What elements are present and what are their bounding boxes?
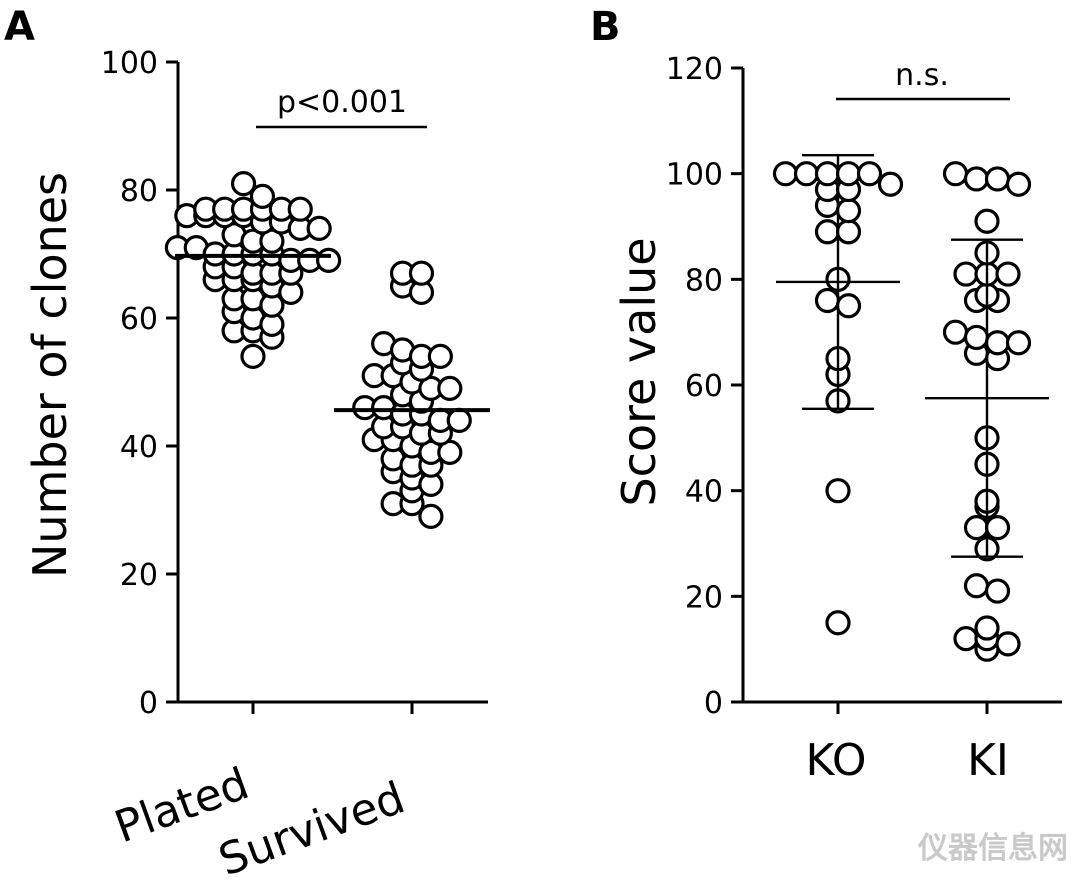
panel-b-point-ko (877, 171, 904, 197)
panel-b: B Score value 0 20 40 60 80 100 120 n.s. KO KI (590, 4, 1062, 786)
panel-b-point-ki (963, 324, 990, 351)
panel-b-point-ki (984, 330, 1011, 356)
panel-a-point-plated (287, 196, 313, 222)
panel-b-point-ki (953, 261, 979, 287)
panel-b-point-ko (856, 161, 883, 187)
panel-b-point-ko (814, 287, 841, 314)
panel-b-point-ko (793, 161, 820, 187)
panel-a-y-axis-title: Number of clones (23, 172, 77, 578)
panel-a-axes (176, 62, 488, 714)
panel-a-y-tick-label: 80 (120, 174, 158, 209)
panel-b-point-ki (963, 573, 990, 599)
panel-a-point-survived (446, 407, 472, 433)
panel-a-y-tick-label: 0 (139, 686, 158, 721)
panel-a-y-ticks: 0 20 40 60 80 100 (101, 46, 178, 721)
panel-b-point-ki (995, 631, 1021, 657)
panel-b-point-ki (984, 578, 1011, 604)
panel-a-points (164, 171, 472, 530)
panel-a-point-survived (427, 343, 453, 369)
panel-b-point-ko (814, 161, 841, 187)
panel-b-point-ko (772, 161, 799, 187)
panel-b-point-ko (825, 610, 851, 636)
panel-b-point-ki (942, 161, 969, 187)
panel-b-y-ticks: 0 20 40 60 80 100 120 (666, 52, 743, 721)
panel-a-point-plated (240, 343, 266, 369)
panel-b-category-ki: KI (967, 735, 1009, 786)
panel-b-point-ko (814, 219, 841, 245)
panel-b-point-ki (1005, 330, 1032, 356)
panel-a-label: A (4, 4, 35, 50)
panel-a-y-tick-label: 40 (120, 430, 158, 465)
panel-a-y-tick-label: 20 (120, 558, 158, 593)
panel-b-y-tick-label: 20 (685, 580, 723, 615)
panel-b-y-tick-label: 100 (666, 158, 723, 193)
panel-b-point-ki (984, 166, 1011, 192)
panel-b-y-tick-label: 60 (685, 369, 723, 404)
panel-b-point-ki (974, 615, 1000, 641)
panel-b-point-ki (953, 625, 979, 652)
panel-b-point-ki (1005, 171, 1032, 197)
panel-a-point-plated (316, 247, 342, 273)
panel-a-point-plated (249, 183, 276, 209)
panel-a-point-survived (437, 375, 463, 401)
panel-b-y-axis-title: Score value (612, 237, 666, 506)
panel-b-significance-label: n.s. (895, 58, 949, 93)
panel-b-point-ko (835, 219, 862, 245)
panel-b-y-tick-label: 0 (704, 686, 723, 721)
panel-a-mean-lines (175, 253, 490, 413)
panel-a-point-survived (408, 260, 435, 286)
watermark: 仪器信息网 (917, 831, 1068, 866)
panel-b-point-ki (963, 166, 990, 192)
panel-a-y-tick-label: 100 (101, 46, 158, 81)
panel-b-point-ki (984, 515, 1011, 541)
panel-b-point-ki (974, 208, 1000, 234)
panel-a-point-survived (418, 503, 444, 530)
panel-b-point-ki (963, 515, 990, 541)
panel-b-point-ko (835, 293, 862, 319)
panel-b-y-tick-label: 40 (685, 475, 723, 510)
panel-b-mean-lines (776, 153, 1049, 558)
panel-b-y-tick-label: 80 (685, 263, 723, 298)
panel-b-y-tick-label: 120 (666, 52, 723, 87)
panel-b-point-ki (995, 261, 1021, 287)
panel-b-label: B (590, 4, 621, 50)
panel-b-point-ko (835, 198, 862, 224)
panel-a-point-plated (306, 215, 332, 241)
panel-b-category-ko: KO (805, 735, 866, 786)
panel-b-point-ko (835, 161, 862, 187)
panel-a-point-plated (230, 171, 257, 197)
watermark-text: 仪器信息网 (917, 831, 1068, 866)
panel-b-point-ki (942, 319, 969, 345)
panel-a-y-tick-label: 60 (120, 302, 158, 337)
panel-b-points (772, 161, 1032, 662)
panel-b-point-ko (825, 478, 851, 504)
panel-a-significance-label: p<0.001 (277, 85, 407, 120)
